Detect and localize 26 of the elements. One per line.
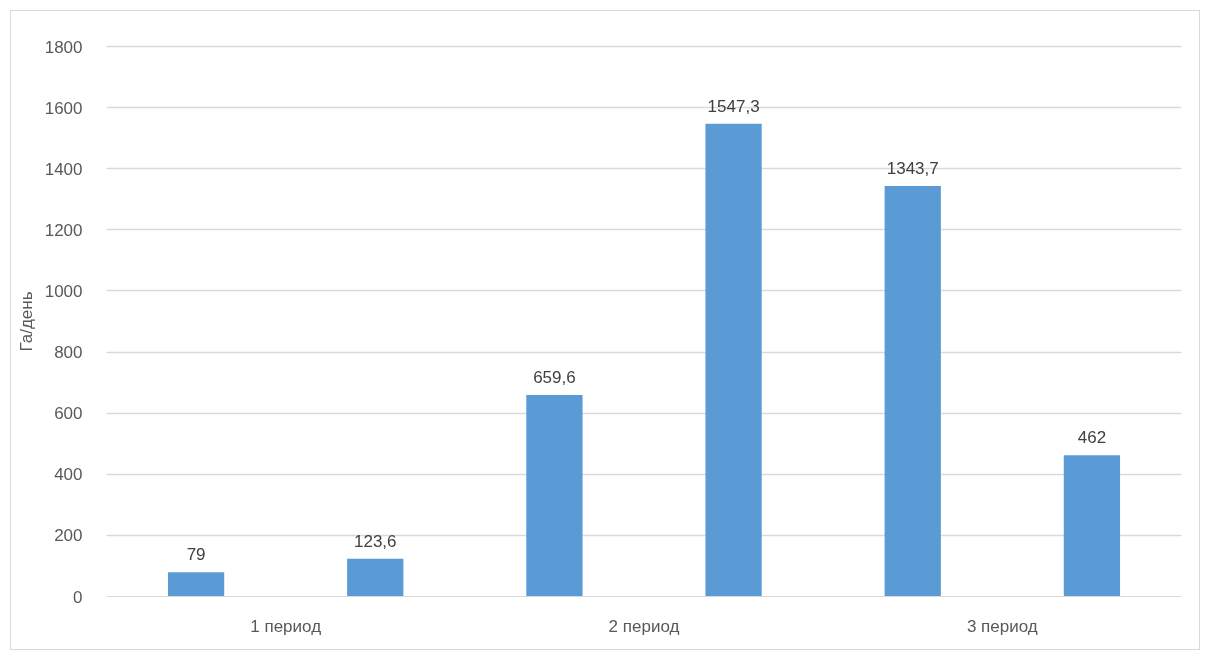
data-label: 462 <box>1077 428 1107 448</box>
y-tick-label: 600 <box>54 404 83 424</box>
bar <box>526 394 583 597</box>
y-tick-label: 1200 <box>44 220 83 240</box>
y-tick-label: 400 <box>54 465 83 485</box>
y-tick-label: 800 <box>54 343 83 363</box>
bar <box>167 572 225 597</box>
bar <box>884 185 941 597</box>
bar <box>1063 455 1121 597</box>
y-tick-label: 1000 <box>44 281 83 301</box>
data-label: 1547,3 <box>707 96 760 116</box>
bar <box>347 558 404 597</box>
y-tick-label: 200 <box>54 526 83 546</box>
y-tick-label: 1400 <box>44 159 83 179</box>
data-label: 79 <box>186 545 206 565</box>
y-tick-label: 0 <box>73 587 83 607</box>
y-axis-title: Га/день <box>16 291 36 352</box>
y-tick-label: 1600 <box>44 98 83 118</box>
x-tick-label: 3 период <box>966 616 1038 636</box>
data-label: 123,6 <box>353 531 397 551</box>
x-tick-label: 1 период <box>250 616 322 636</box>
data-label: 1343,7 <box>886 158 939 178</box>
data-label: 659,6 <box>533 367 576 387</box>
bar <box>705 123 762 597</box>
y-tick-label: 1800 <box>44 37 83 57</box>
x-tick-label: 2 период <box>608 616 680 636</box>
